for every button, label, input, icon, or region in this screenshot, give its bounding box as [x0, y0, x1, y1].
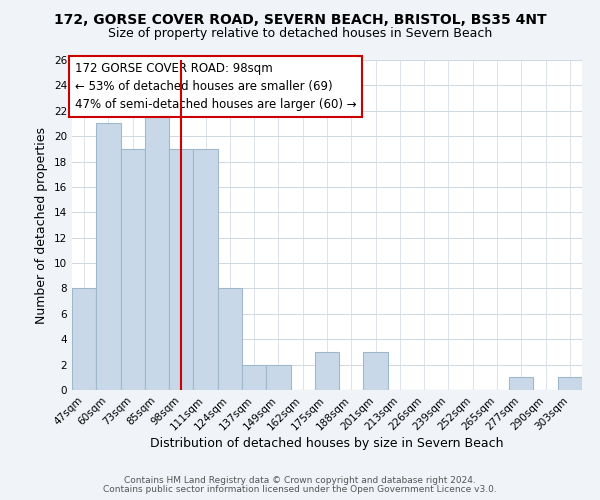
Bar	[509, 378, 533, 390]
X-axis label: Distribution of detached houses by size in Severn Beach: Distribution of detached houses by size …	[150, 438, 504, 450]
Bar	[266, 364, 290, 390]
Text: Contains HM Land Registry data © Crown copyright and database right 2024.: Contains HM Land Registry data © Crown c…	[124, 476, 476, 485]
Bar	[169, 149, 193, 390]
Bar	[218, 288, 242, 390]
Bar	[242, 364, 266, 390]
Bar	[121, 149, 145, 390]
Text: 172, GORSE COVER ROAD, SEVERN BEACH, BRISTOL, BS35 4NT: 172, GORSE COVER ROAD, SEVERN BEACH, BRI…	[53, 12, 547, 26]
Bar	[72, 288, 96, 390]
Text: Contains public sector information licensed under the Open Government Licence v3: Contains public sector information licen…	[103, 485, 497, 494]
Text: 172 GORSE COVER ROAD: 98sqm
← 53% of detached houses are smaller (69)
47% of sem: 172 GORSE COVER ROAD: 98sqm ← 53% of det…	[74, 62, 356, 110]
Bar	[558, 378, 582, 390]
Bar	[364, 352, 388, 390]
Y-axis label: Number of detached properties: Number of detached properties	[35, 126, 49, 324]
Bar	[145, 111, 169, 390]
Bar	[96, 124, 121, 390]
Bar	[193, 149, 218, 390]
Text: Size of property relative to detached houses in Severn Beach: Size of property relative to detached ho…	[108, 28, 492, 40]
Bar	[315, 352, 339, 390]
